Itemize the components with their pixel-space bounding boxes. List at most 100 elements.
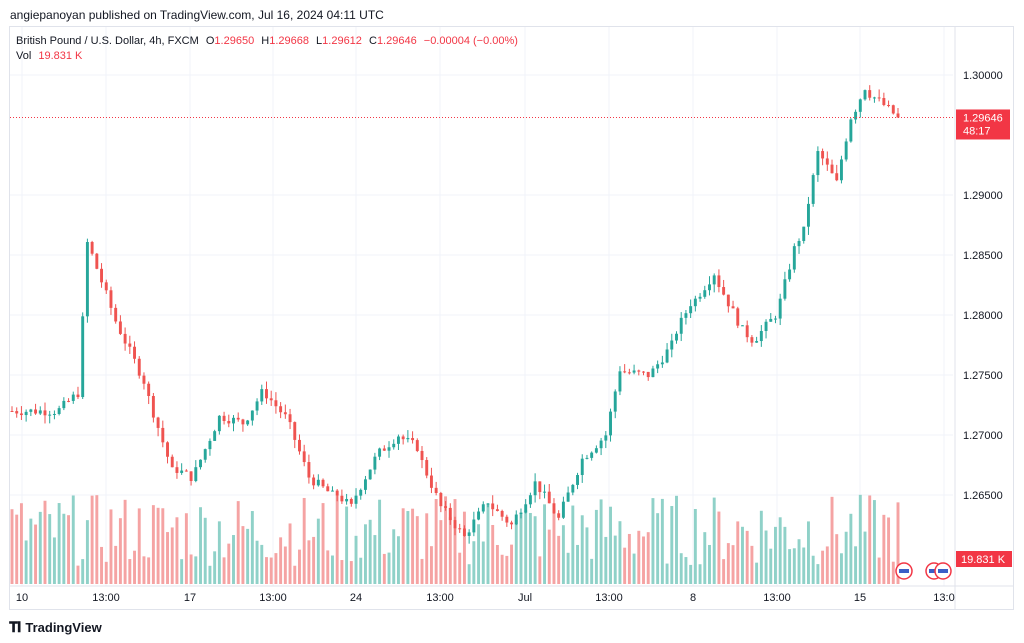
volume-bar <box>67 515 71 584</box>
candle-body <box>552 503 556 514</box>
candle-body <box>434 487 438 494</box>
y-tick-label: 1.26500 <box>963 490 1003 502</box>
y-tick-label: 1.28500 <box>963 250 1003 262</box>
candle-body <box>462 528 466 536</box>
candle-body <box>137 358 141 376</box>
symbol-title[interactable]: British Pound / U.S. Dollar, 4h, FXCM <box>16 35 199 47</box>
candle-body <box>232 417 235 424</box>
volume-bar <box>835 534 839 584</box>
candle-body <box>778 298 782 319</box>
candle-body <box>81 316 85 398</box>
volume-bar <box>571 505 575 584</box>
candle-body <box>180 470 184 473</box>
candle-body <box>806 203 810 227</box>
volume-bar <box>736 521 740 584</box>
volume-bar <box>331 555 334 584</box>
candle-body <box>52 413 56 415</box>
candle-body <box>43 410 47 416</box>
candle-body <box>872 97 876 99</box>
candle-body <box>557 513 561 518</box>
volume-bar <box>576 544 579 584</box>
volume-bar <box>269 557 273 584</box>
volume-bar <box>312 536 316 584</box>
volume-bar <box>783 526 787 584</box>
candle-body <box>269 398 273 401</box>
volume-bar <box>604 536 608 584</box>
candle-body <box>764 321 768 331</box>
candle-body <box>293 422 297 440</box>
volume-bar <box>722 559 726 584</box>
volume-bar <box>792 548 796 584</box>
candle-body <box>684 313 688 318</box>
volume-bar <box>660 498 664 584</box>
volume-bar <box>849 513 853 584</box>
candle-body <box>613 391 617 412</box>
candle-body <box>580 458 584 476</box>
candle-body <box>472 519 476 533</box>
candle-body <box>208 440 212 450</box>
volume-bar <box>100 546 104 584</box>
candle-body <box>406 438 410 440</box>
candle-body <box>411 438 415 441</box>
volume-bar <box>613 535 617 584</box>
volume-bar <box>872 500 876 584</box>
volume-bar <box>769 548 773 584</box>
volume-bar <box>462 511 466 584</box>
candle-body <box>486 503 490 505</box>
candle-body <box>118 321 122 334</box>
candle-body <box>651 368 655 378</box>
volume-bar <box>448 517 452 584</box>
x-tick-label: 13:0 <box>933 592 954 604</box>
candle-body <box>877 97 881 99</box>
volume-bar <box>236 501 240 584</box>
x-tick-label: 13:00 <box>259 592 287 604</box>
candle-body <box>769 318 773 322</box>
volume-bar <box>48 514 52 584</box>
candle-body <box>510 522 514 525</box>
candle-body <box>85 242 89 317</box>
candle-body <box>453 520 457 529</box>
candle-body <box>458 528 462 530</box>
volume-bar <box>434 499 438 584</box>
volume-bar <box>24 540 28 584</box>
volume-bar <box>632 553 636 584</box>
volume-bar <box>580 515 584 584</box>
volume-bar <box>679 553 683 584</box>
volume-bar <box>274 553 278 584</box>
volume-bar <box>552 508 556 584</box>
candle-body <box>161 427 165 443</box>
volume-bar <box>401 508 405 584</box>
candle-body <box>335 490 339 496</box>
candle-body <box>675 333 678 341</box>
volume-bar <box>561 525 565 584</box>
volume-bar <box>180 559 184 584</box>
candle-body <box>726 294 730 307</box>
volume-bar <box>15 514 19 584</box>
volume-bar <box>189 554 193 584</box>
tradingview-logo-icon: 𝐓𝐈 <box>9 619 21 635</box>
volume-bar <box>62 513 66 584</box>
candle-body <box>627 372 631 374</box>
x-tick-label: 13:00 <box>426 592 454 604</box>
volume-bar <box>175 517 179 584</box>
candle-body <box>632 370 636 373</box>
volume-bar <box>543 504 547 584</box>
candle-body <box>354 495 358 504</box>
volume-bar <box>265 557 268 584</box>
candle-body <box>844 141 848 160</box>
volume-bar <box>590 558 594 584</box>
volume-bar <box>712 497 716 584</box>
volume-bar <box>854 546 858 584</box>
candle-body <box>599 440 603 449</box>
volume-bar <box>363 524 367 584</box>
volume-bar <box>495 544 499 584</box>
candle-body <box>71 394 75 401</box>
footer-brand[interactable]: 𝐓𝐈 TradingView <box>9 619 102 636</box>
candle-body <box>340 495 344 502</box>
candle-body <box>712 275 716 285</box>
volume-tag-value: 19.831 K <box>961 554 1006 566</box>
volume-bar <box>651 498 655 584</box>
candle-body <box>750 337 754 343</box>
volume-bar <box>533 516 537 584</box>
